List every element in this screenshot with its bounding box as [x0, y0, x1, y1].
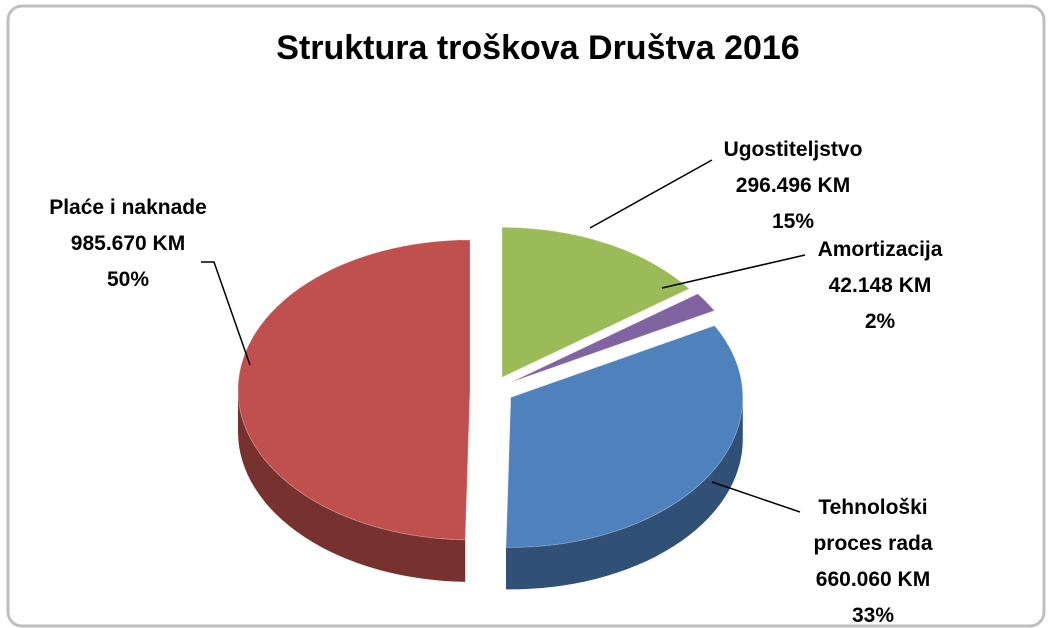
- value-label: 985.670 KM: [70, 232, 186, 255]
- category-label: Plaće i naknade: [49, 196, 207, 219]
- category-label: Amortizacija: [817, 238, 943, 261]
- leader-line: [589, 159, 713, 229]
- percent-label: 2%: [864, 310, 896, 333]
- data-label: Amortizacija 42.148 KM 2%: [780, 232, 980, 340]
- data-label: Tehnološki proces rada 660.060 KM 33%: [788, 490, 958, 628]
- percent-label: 50%: [106, 268, 150, 291]
- value-label: 42.148 KM: [828, 274, 932, 297]
- category-label: Tehnološki proces rada: [813, 496, 933, 555]
- pie-tops: [237, 226, 744, 548]
- leader-line: [711, 481, 801, 513]
- value-label: 660.060 KM: [815, 568, 931, 591]
- percent-label: 33%: [851, 604, 895, 627]
- pie-slice: [510, 293, 716, 383]
- leader-line: [201, 261, 251, 366]
- pie-slice: [505, 325, 744, 548]
- pie-slice: [237, 239, 471, 541]
- percent-label: 15%: [771, 210, 815, 233]
- chart-title: Struktura troškova Društva 2016: [276, 29, 799, 67]
- leader-lines: [201, 159, 806, 513]
- category-label: Ugostiteljstvo: [723, 138, 863, 161]
- value-label: 296.496 KM: [735, 174, 851, 197]
- pie-slice-side: [506, 397, 743, 590]
- leader-line: [661, 254, 806, 289]
- data-label: Ugostiteljstvo 296.496 KM 15%: [693, 132, 893, 240]
- pie-slice: [501, 226, 691, 379]
- data-label: Plaće i naknade 985.670 KM 50%: [13, 190, 243, 298]
- pie-sides: [238, 389, 743, 590]
- pie-slice-side: [238, 389, 466, 582]
